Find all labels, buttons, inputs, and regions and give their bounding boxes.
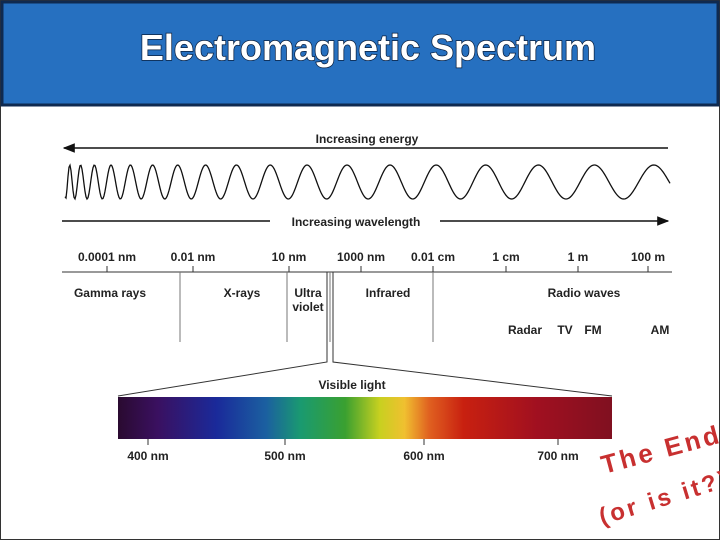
visible-tick-label: 500 nm	[264, 449, 305, 463]
title: Electromagnetic Spectrum	[140, 27, 596, 68]
header-bar	[0, 0, 720, 107]
label-bg	[270, 213, 440, 229]
label-bg	[310, 376, 398, 392]
region-label: Radio waves	[548, 286, 621, 300]
band-label: FM	[584, 323, 601, 337]
visible-label: Visible light	[318, 378, 385, 392]
wave	[64, 163, 671, 201]
band-label: AM	[651, 323, 670, 337]
visible-tick-label: 600 nm	[403, 449, 444, 463]
scale-label: 1 m	[568, 250, 589, 264]
region-label: Ultra	[294, 286, 322, 300]
region-label: violet	[292, 300, 323, 314]
visible-connector	[117, 272, 613, 397]
scale-label: 0.01 nm	[171, 250, 216, 264]
energy-label: Increasing energy	[316, 132, 419, 146]
scale-label: 100 m	[631, 250, 665, 264]
band-label: Radar	[508, 323, 542, 337]
label-bg	[296, 131, 438, 147]
visible-spectrum	[118, 397, 612, 439]
region-label: X-rays	[224, 286, 261, 300]
scale-label: 0.0001 nm	[78, 250, 136, 264]
scale-label: 10 nm	[272, 250, 307, 264]
visible-tick-label: 700 nm	[537, 449, 578, 463]
scale-label: 1000 nm	[337, 250, 385, 264]
wavelength-label: Increasing wavelength	[292, 215, 421, 229]
region-label: Gamma rays	[74, 286, 146, 300]
scale-label: 1 cm	[492, 250, 519, 264]
visible-tick-label: 400 nm	[127, 449, 168, 463]
band-label: TV	[557, 323, 572, 337]
scale-label: 0.01 cm	[411, 250, 455, 264]
region-label: Infrared	[366, 286, 411, 300]
